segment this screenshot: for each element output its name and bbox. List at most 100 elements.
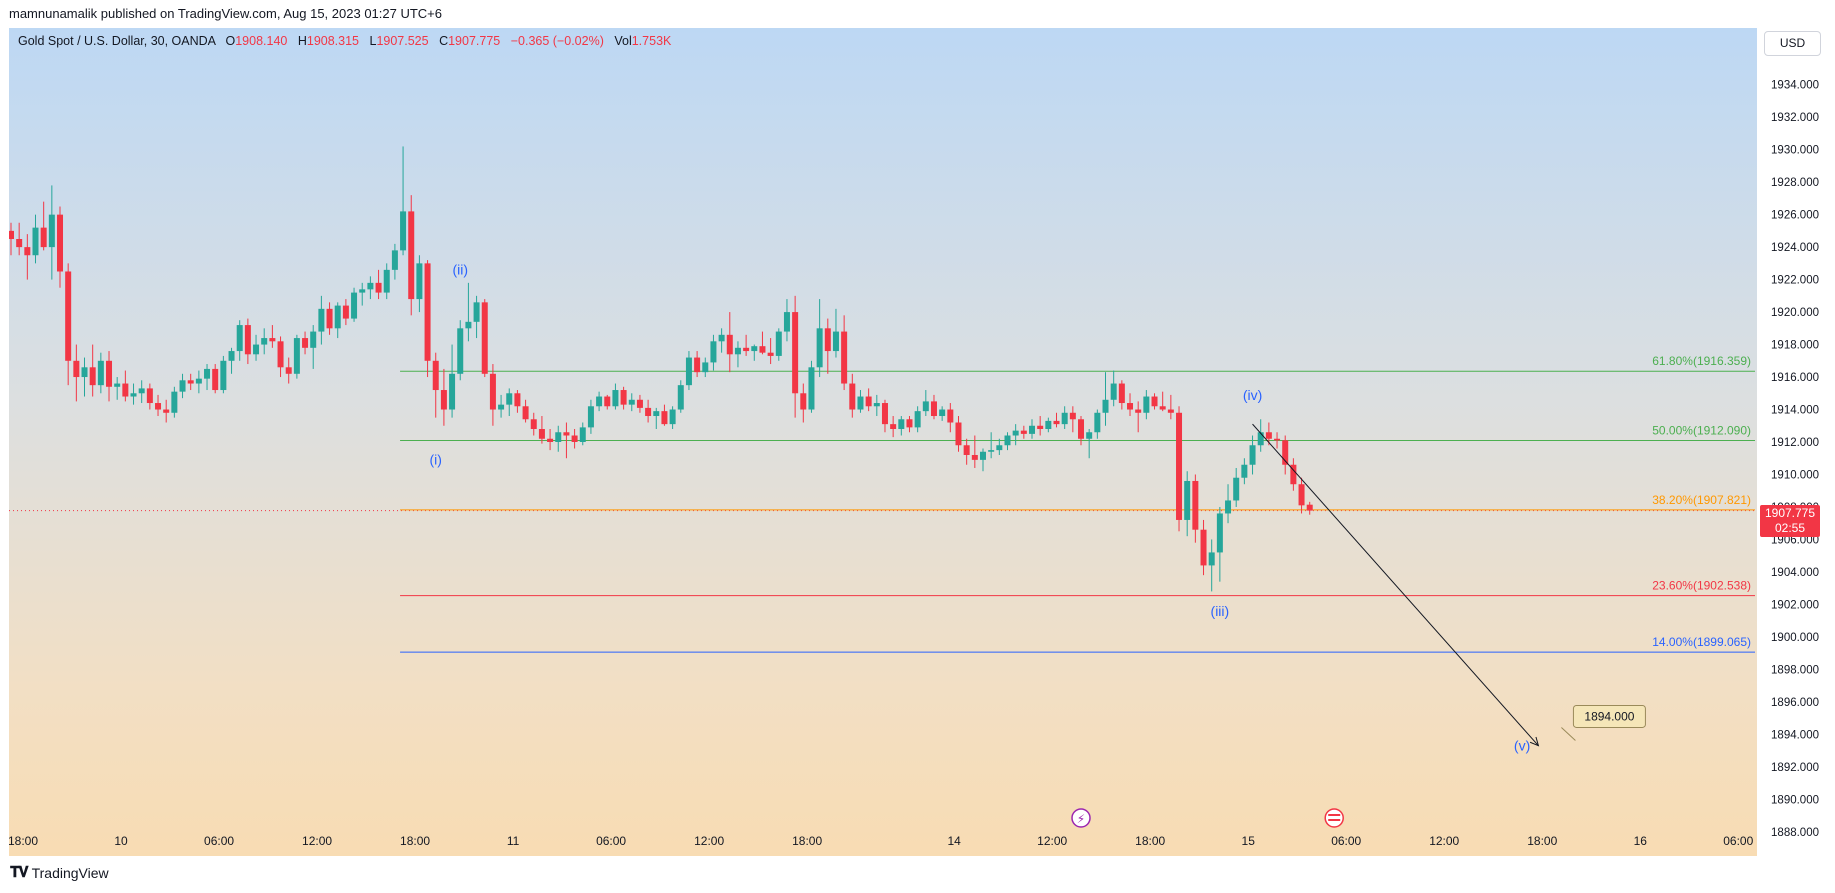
candle-body [489,373,496,410]
candle-body [1192,480,1199,530]
candle-body [114,383,121,387]
candle-body [367,282,374,290]
candle-body [636,399,643,408]
candle-body [1208,552,1215,566]
candle-body [996,445,1003,451]
candle-body [612,390,619,407]
price-axis-label: 1892.000 [1771,762,1819,774]
candle-body [710,341,717,363]
candle-body [1290,464,1297,485]
candle-body [1118,383,1125,404]
time-axis-label: 12:00 [1429,834,1459,848]
price-axis-labels: 1936.0001934.0001932.0001930.0001928.000… [1771,47,1819,839]
candle-body [416,263,423,300]
candle-body [204,368,211,379]
candle-body [661,411,668,425]
candle-body [24,247,31,256]
candle-body [220,360,227,391]
time-axis-label: 06:00 [596,834,626,848]
time-axis-label: 11 [507,834,520,848]
candle-body [988,450,995,452]
candle-body [9,230,14,239]
price-axis-label: 1928.000 [1771,177,1819,189]
tradingview-logo[interactable]: 𝐓𝐕 TradingView [10,864,109,881]
publish-header: mamnunamalik published on TradingView.co… [0,0,1835,28]
candle-body [890,424,897,430]
open-value: 1908.140 [235,34,288,48]
candle-body [481,302,488,374]
candle-body [1298,484,1305,506]
candle-body [498,404,505,410]
time-axis-label: 18:00 [400,834,430,848]
candle-body [1045,420,1052,430]
candle-body [1282,440,1289,465]
price-axis[interactable]: 1936.0001934.0001932.0001930.0001928.000… [1757,28,1835,856]
bar-countdown: 02:55 [1774,521,1806,535]
candle-body [293,338,300,374]
wave-label: (ii) [452,262,468,278]
price-axis-label: 1890.000 [1771,794,1819,806]
candle-body [587,406,594,428]
candle-body [930,401,937,417]
candle-body [775,331,782,356]
candle-body [1102,399,1109,413]
candle-body [808,367,815,410]
callout-pointer [1561,727,1576,741]
close-value: 1907.775 [448,34,501,48]
candle-body [718,334,725,342]
candle-body [547,438,554,442]
candle-body [628,399,635,405]
tradingview-mark-icon: 𝐓𝐕 [10,864,29,881]
candle-body [1265,432,1272,439]
candle-body [1241,464,1248,478]
price-axis-label: 1904.000 [1771,567,1819,579]
price-axis-label: 1924.000 [1771,242,1819,254]
candle-body [1216,513,1223,553]
time-axis-label: 12:00 [1037,834,1067,848]
candle-body [179,380,186,392]
fib-level-label: 50.00%(1912.090) [1652,424,1751,438]
candle-body [857,396,864,410]
candle-body [1029,425,1035,434]
price-chart[interactable]: 61.80%(1916.359) 50.00%(1912.090) 38.20%(1… [9,28,1757,856]
chart-area[interactable]: 61.80%(1916.359) 50.00%(1912.090) 38.20%(1… [9,28,1757,856]
fib-level-label: 38.20%(1907.821) [1652,493,1751,507]
price-axis-label: 1912.000 [1771,437,1819,449]
candle-body [244,325,251,355]
candle-body [792,312,799,394]
candle-body [1143,396,1150,413]
volume-value: 1.753K [631,34,672,48]
candle-body [555,432,562,442]
candle-body [375,282,382,293]
high-value: 1908.315 [306,34,360,48]
price-axis-label: 1922.000 [1771,275,1819,287]
fib-level-label: 14.00%(1899.065) [1652,635,1751,649]
candle-body [1151,396,1158,407]
price-axis-label: 1934.000 [1771,80,1819,92]
candle-body [1086,432,1093,439]
candle-body [310,331,317,348]
time-axis-label: 18:00 [9,834,38,848]
candle-body [1094,412,1101,433]
candle-body [253,344,260,355]
currency-button[interactable]: USD [1764,31,1821,56]
candle-body [302,338,309,348]
candle-body [645,407,652,417]
candle-body [57,214,64,272]
time-axis-label: 06:00 [1331,834,1361,848]
candle-body [1069,412,1076,420]
candle-body [1110,383,1117,400]
target-callout-box [1572,704,1646,728]
publish-info: mamnunamalik published on TradingView.co… [9,6,442,21]
candle-body [326,308,333,329]
candle-body [351,292,358,319]
candle-body [506,393,513,405]
fib-level-label: 23.60%(1902.538) [1652,579,1751,593]
price-axis-label: 1888.000 [1771,827,1819,839]
candle-body [906,419,913,428]
candle-body [318,308,325,332]
candle-body [408,211,415,300]
candle-body [881,403,888,425]
candle-body [1012,430,1019,436]
candle-body [449,373,456,410]
